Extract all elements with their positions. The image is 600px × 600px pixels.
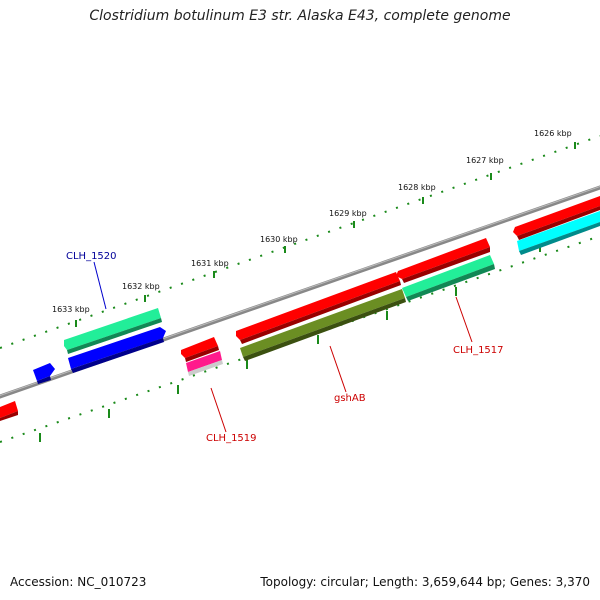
feature-cds-forward-2[interactable]: [396, 238, 490, 283]
scale-label-1629: 1629 kbp: [329, 209, 367, 218]
feature-cds-gshab[interactable]: [240, 289, 406, 361]
feature-cds-red-edge[interactable]: [0, 401, 18, 421]
gene-label-gshab: gshAB: [334, 393, 366, 404]
feature-cds-forward-3[interactable]: [236, 272, 401, 344]
scale-label-1631: 1631 kbp: [191, 259, 229, 268]
scale-label-1630: 1630 kbp: [260, 235, 298, 244]
leader-line-clh1517: [455, 296, 473, 343]
genome-backbone: [0, 185, 600, 399]
scale-ring-lower: [0, 235, 600, 443]
scale-label-1632: 1632 kbp: [122, 282, 160, 291]
feature-cds-blue-long[interactable]: [68, 327, 166, 373]
feature-cds-clh1517[interactable]: [402, 255, 495, 301]
gene-label-clh1517: CLH_1517: [453, 345, 504, 356]
genome-summary-text: Topology: circular; Length: 3,659,644 bp…: [260, 575, 590, 589]
scale-label-1633: 1633 kbp: [52, 305, 90, 314]
scale-label-1626: 1626 kbp: [534, 129, 572, 138]
gene-label-clh1519: CLH_1519: [206, 433, 257, 444]
accession-text: Accession: NC_010723: [10, 575, 147, 589]
feature-cds-clh1520[interactable]: [64, 308, 162, 354]
scale-label-1628: 1628 kbp: [398, 183, 436, 192]
feature-cds-forward-4[interactable]: [181, 337, 219, 362]
scale-ticks-upper: [75, 142, 576, 327]
leader-line-clh1519: [210, 387, 227, 433]
feature-cds-blue-short[interactable]: [33, 363, 55, 384]
gene-label-clh1520: CLH_1520: [66, 251, 117, 262]
feature-cds-forward-1[interactable]: [513, 196, 600, 240]
feature-cds-clh1519[interactable]: [186, 351, 223, 376]
leader-line-clh1520: [93, 261, 107, 310]
leader-line-gshab: [329, 345, 347, 393]
feature-cds-cyan[interactable]: [517, 211, 600, 255]
scale-label-1627: 1627 kbp: [466, 156, 504, 165]
map-title: Clostridium botulinum E3 str. Alaska E43…: [89, 8, 511, 24]
